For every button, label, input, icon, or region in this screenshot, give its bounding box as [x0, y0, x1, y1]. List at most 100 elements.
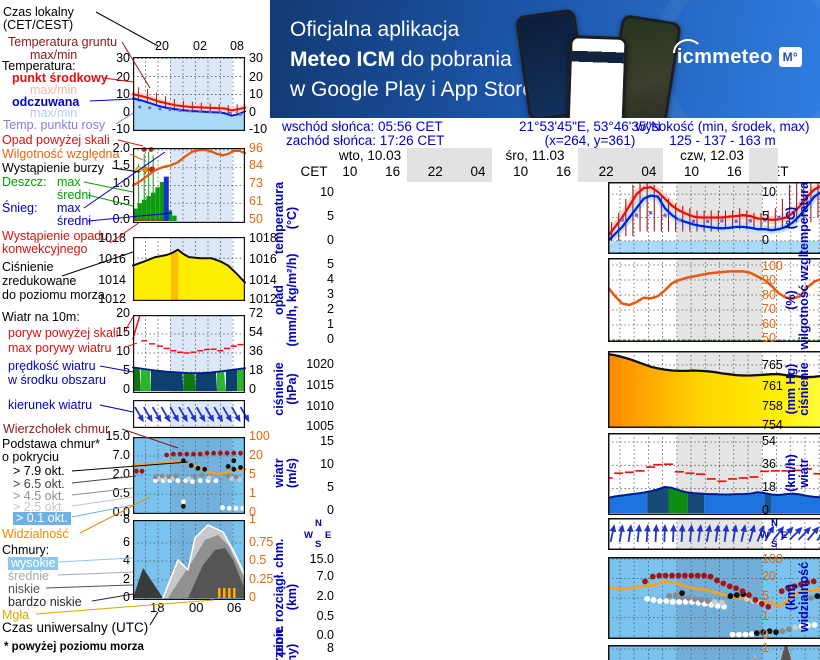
axis-tick: 1 [327, 317, 334, 331]
legend-label: Deszcz: [2, 175, 47, 189]
mini-axis-tick: 1018 [98, 231, 126, 245]
time-tick-label: 16 [385, 164, 401, 179]
axis-tick: 765 [762, 358, 783, 372]
mini-axis-tick: 1016 [249, 252, 277, 266]
mini-axis-tick: 0.0 [112, 212, 130, 226]
axis-tick: 1010 [306, 399, 334, 413]
legend-label: w środku obszaru [8, 373, 106, 387]
legend-label: Wiatr na 10m: [2, 310, 80, 324]
mini-axis-tick: 0 [249, 105, 256, 119]
legend-label: średnie [8, 569, 49, 583]
legend-label: Śnieg: [2, 201, 38, 215]
axis-tick: 5 [762, 209, 769, 223]
night-shade-header [406, 148, 493, 182]
mini-axis-tick: 72 [249, 306, 263, 320]
axis-tick: 5 [327, 209, 334, 223]
legend-label: Podstawa chmur* [2, 437, 100, 451]
legend-label: max/min [30, 83, 78, 97]
legend-label: Temperatura: [2, 59, 76, 73]
axis-tick: 20 [762, 569, 776, 583]
axis-tick: 100 [762, 552, 783, 566]
axis-tick: 1 [762, 609, 769, 623]
grid-xy-label: (x=264, y=361) [544, 133, 636, 148]
cloud-cover-panel [608, 645, 820, 660]
legend-label: Opad powyżej skali [2, 133, 110, 147]
axis-tick: 0 [327, 503, 334, 517]
legend-label: punkt środkowy [12, 71, 108, 85]
mini-axis-tick: 10 [116, 87, 130, 101]
legend-label: > 0.1 okt. [13, 512, 71, 525]
axis-tick: 50 [762, 331, 776, 345]
legend-label: prędkość wiatru [8, 359, 96, 373]
legend-label: > 4.5 okt. [13, 489, 65, 503]
legend-label: > 7.9 okt. [13, 464, 65, 478]
altitude-label: wysokość (min, środek, max) [635, 119, 810, 134]
axis-tick: 754 [762, 418, 783, 432]
legend-label: niskie [8, 582, 40, 596]
legend-label: zredukowane [2, 274, 77, 288]
precipitation-humidity-panel [608, 258, 820, 342]
time-tick-label: 04 [641, 164, 657, 179]
axis-tick: 2.0 [316, 589, 334, 603]
axis-tick: 0.5 [316, 609, 334, 623]
mini-axis-tick: 20 [249, 70, 263, 84]
axis-tick: 18 [762, 480, 776, 494]
time-tick-label: 16 [555, 164, 571, 179]
night-shade-header [749, 148, 778, 182]
legend-label: > 6.5 okt. [13, 477, 65, 491]
mini-axis-tick: 50 [249, 212, 263, 226]
compass-N-label: N [771, 518, 778, 529]
mini-axis-tick: 1018 [249, 231, 277, 245]
legend-label: Temperatura gruntu [8, 35, 118, 49]
mini-axis-tick: 0.25 [249, 572, 274, 586]
time-tick-label: 04 [470, 164, 486, 179]
mini-axis-tick: 30 [116, 51, 130, 65]
mini-axis-tick: 0 [249, 505, 256, 519]
axis-tick: 60 [762, 317, 776, 331]
mini-axis-tick: 1012 [98, 292, 126, 306]
axis-tick: 0.0 [316, 628, 334, 642]
axis-title: (%) wilgotność wzgl. [784, 250, 811, 350]
mini-axis-tick: 0 [123, 590, 130, 604]
axis-title: opad (mm/h, kg/m²/h) [272, 253, 299, 347]
legend-label: max [57, 201, 81, 215]
axis-tick: 15.0 [309, 552, 334, 566]
mini-axis-tick: 15.0 [105, 429, 130, 443]
compass-W-label: W [304, 530, 313, 541]
axis-tick: 758 [762, 399, 783, 413]
axis-title: (mm Hg) ciśnienie [784, 362, 811, 416]
mini-axis-tick: 2.0 [112, 141, 130, 155]
legend-label: bardzo niskie [8, 595, 82, 609]
axis-tick: 7.0 [316, 569, 334, 583]
wind-panel [608, 433, 820, 515]
legend-label: Czas uniwersalny (UTC) [2, 620, 149, 635]
axis-tick: 70 [762, 302, 776, 316]
legend-label: > 2.5 okt. [13, 500, 65, 514]
logo-swoosh-icon [672, 39, 703, 53]
compass-W-label: W [760, 530, 769, 541]
legend-label: max/min [30, 106, 78, 120]
compass-N-label: N [315, 518, 322, 529]
compass-S-label: S [315, 539, 322, 550]
legend-label: Wystąpienie opadu [2, 229, 109, 243]
axis-tick: 0 [762, 628, 769, 642]
mini-axis-tick: 10 [249, 87, 263, 101]
pressure-panel [608, 351, 820, 428]
app-promo-banner[interactable]: Oficjalna aplikacja Meteo ICM do pobrani… [270, 0, 820, 118]
coordinates-label: 21°53'45"E, 53°46'35"N [519, 119, 661, 134]
mini-axis-tick: 0.75 [249, 535, 274, 549]
banner-line3: w Google Play i App Store [290, 78, 534, 101]
legend-label: Wilgotność względna [2, 147, 120, 161]
axis-title: ciśnienie (hPa) [272, 362, 299, 416]
mini-axis-tick: 10 [116, 344, 130, 358]
axis-tick: 80 [762, 288, 776, 302]
mini-axis-tick: 20 [155, 39, 169, 53]
time-tick-label: 22 [427, 164, 443, 179]
mini-axis-tick: 0 [123, 382, 130, 396]
axis-tick: 4 [327, 272, 334, 286]
axis-tick: 5 [762, 589, 769, 603]
legend-label: wysokie [8, 557, 59, 570]
axis-tick: 1020 [306, 357, 334, 371]
